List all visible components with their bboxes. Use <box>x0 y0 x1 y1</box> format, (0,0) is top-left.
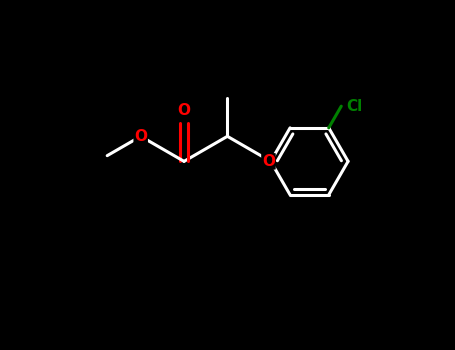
Text: O: O <box>262 154 275 169</box>
Text: Cl: Cl <box>347 99 363 114</box>
Text: O: O <box>134 129 147 144</box>
Text: O: O <box>177 103 191 118</box>
